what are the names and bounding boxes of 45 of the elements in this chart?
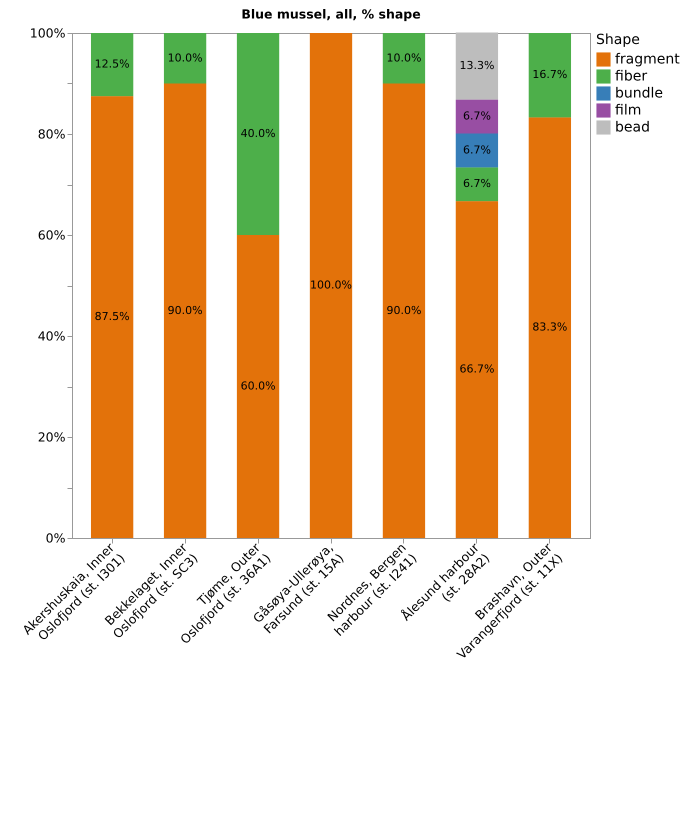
bar	[236, 33, 280, 235]
bar	[528, 117, 572, 538]
y-tick-label: 80%	[38, 126, 66, 142]
data-label: 16.7%	[532, 68, 568, 82]
bar	[164, 84, 206, 538]
bar	[456, 201, 498, 538]
y-tick-label: 20%	[38, 430, 66, 444]
data-label: 90.0%	[386, 304, 422, 317]
y-tick-label: 60%	[38, 228, 66, 242]
bar	[90, 96, 134, 538]
bar	[456, 133, 498, 168]
data-label: 12.5%	[94, 58, 130, 71]
bar	[456, 167, 498, 202]
bar	[310, 33, 352, 538]
bar	[456, 100, 498, 134]
data-label: 60.0%	[240, 380, 276, 392]
bar	[456, 32, 498, 100]
bar	[164, 33, 206, 84]
data-label: 100.0%	[310, 278, 352, 292]
data-label: 66.7%	[459, 362, 494, 376]
y-tick-label: 0%	[46, 530, 66, 546]
y-tick-label: 100%	[30, 26, 66, 40]
data-label: 6.7%	[462, 177, 491, 190]
legend-label: film	[615, 102, 642, 118]
data-label: 87.5%	[94, 310, 130, 324]
data-label: 10.0%	[386, 51, 422, 64]
chart-title: Blue mussel, all, % shape	[241, 6, 421, 22]
data-label: 13.3%	[459, 59, 494, 72]
data-label: 83.3%	[532, 320, 568, 334]
data-label: 6.7%	[462, 110, 491, 123]
bar	[382, 33, 426, 84]
bar	[382, 84, 426, 538]
bar	[90, 33, 134, 96]
data-label: 90.0%	[168, 304, 203, 317]
bar	[528, 33, 572, 118]
data-label: 40.0%	[240, 127, 276, 140]
legend-label: fragment	[615, 52, 680, 68]
data-label: 10.0%	[168, 51, 203, 64]
legend-title: Shape	[596, 32, 640, 48]
y-tick-label: 40%	[38, 328, 66, 344]
data-label: 6.7%	[462, 143, 491, 156]
legend-label: bundle	[615, 86, 664, 102]
legend-label: fiber	[615, 68, 648, 84]
bar	[236, 235, 280, 538]
legend-label: bead	[615, 120, 650, 136]
